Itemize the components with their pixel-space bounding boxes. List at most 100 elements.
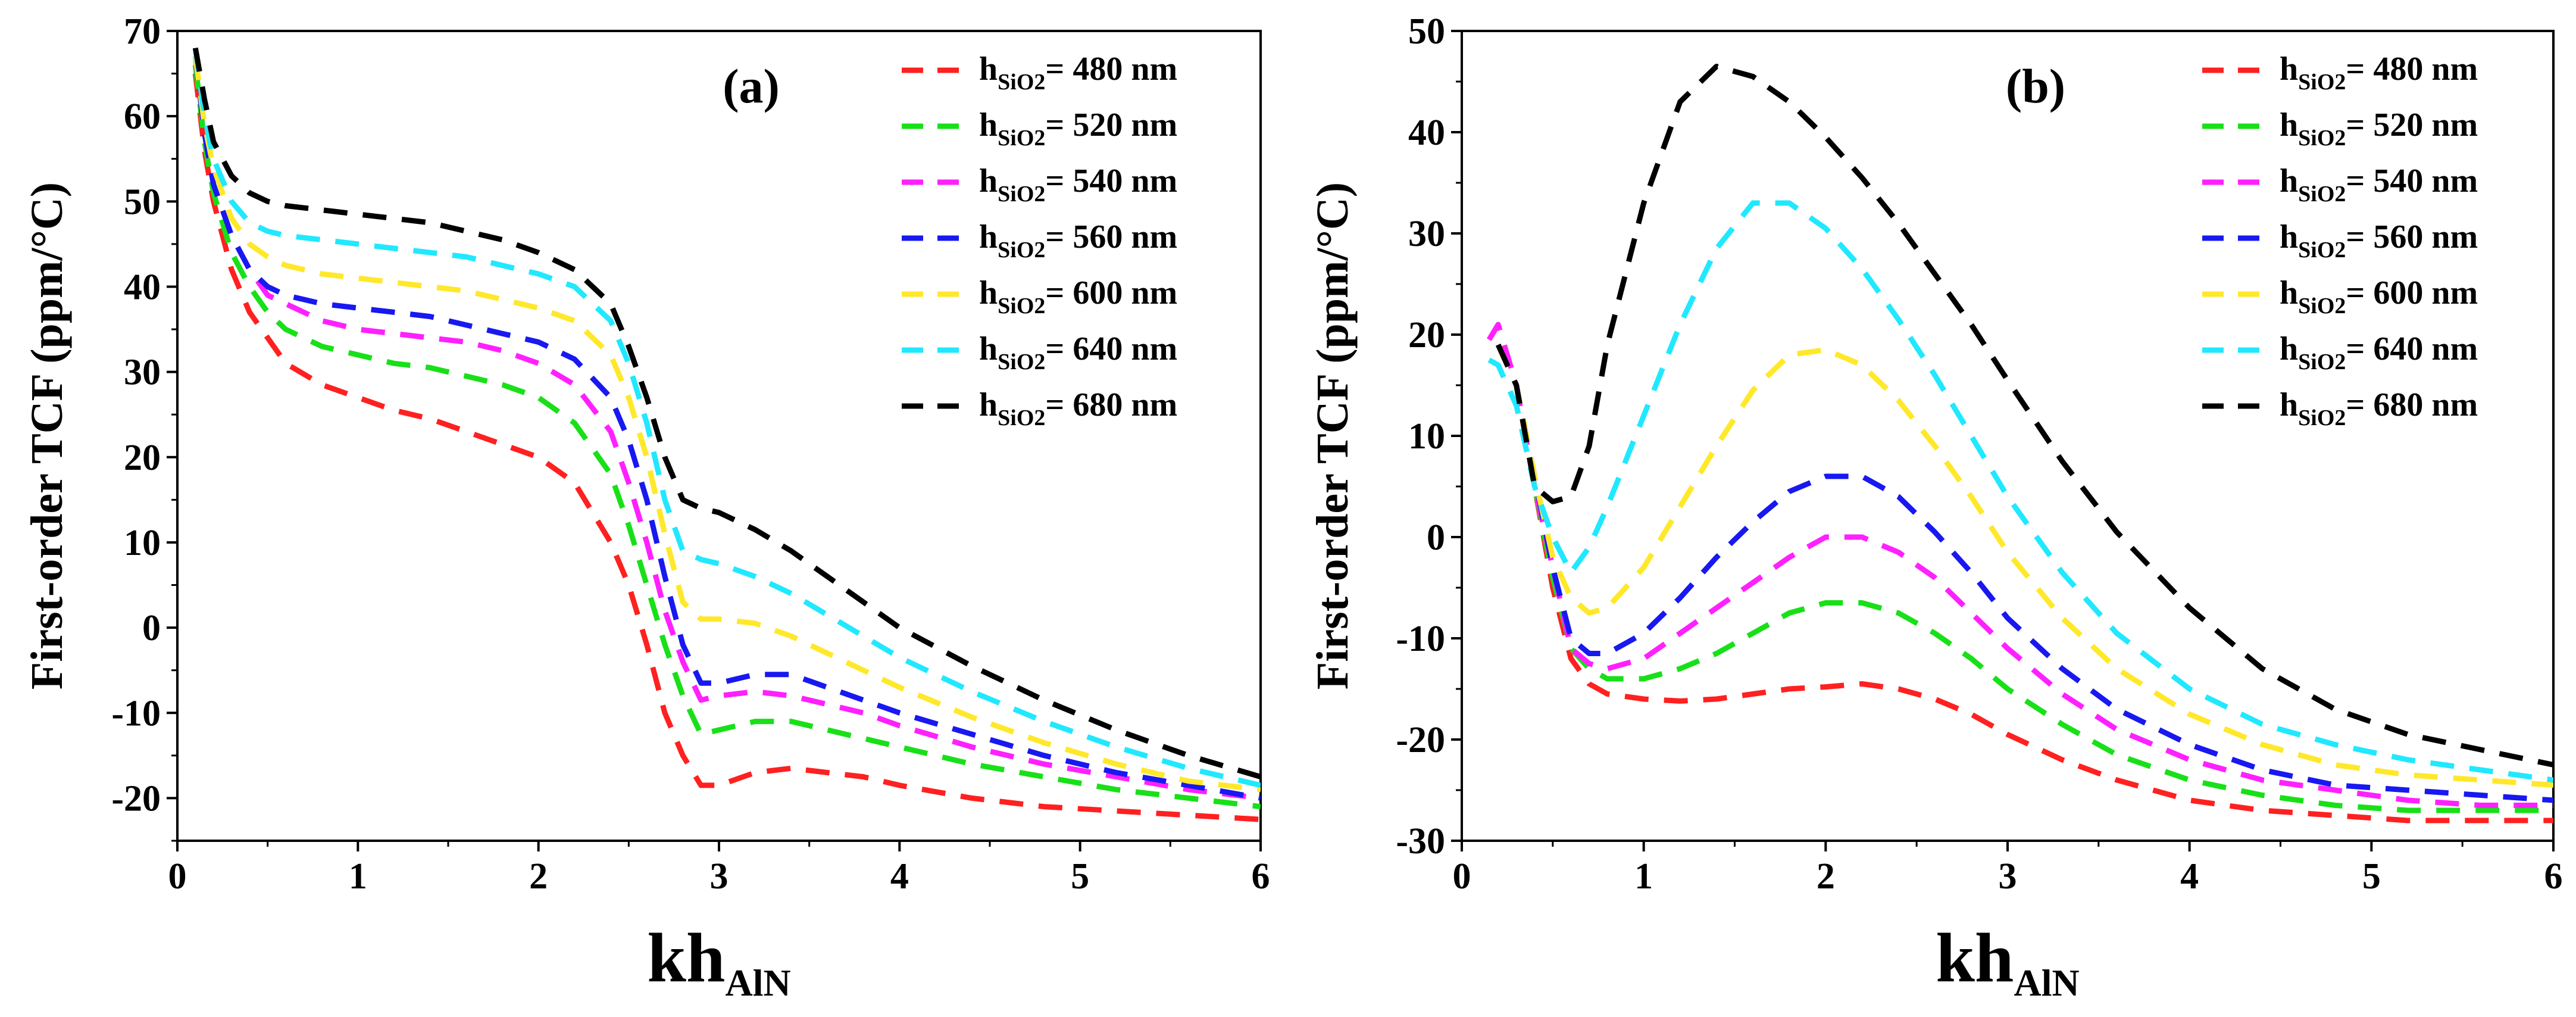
legend-entry-main: h bbox=[979, 219, 998, 255]
series-group bbox=[192, 47, 1261, 822]
legend-entry-main: h bbox=[979, 330, 998, 367]
legend-entry-value: = 520 nm bbox=[1045, 107, 1177, 143]
legend-entry-sub: SiO2 bbox=[998, 238, 1045, 263]
series-line-6 bbox=[192, 47, 1261, 779]
legend-entry-main: h bbox=[979, 274, 998, 311]
x-axis-label: khAlN bbox=[647, 919, 790, 1004]
legend-entry-sub: SiO2 bbox=[998, 405, 1045, 430]
legend-entry-sub: SiO2 bbox=[2298, 294, 2346, 319]
legend-entry-value: = 560 nm bbox=[1045, 219, 1177, 255]
legend-entry-value: = 540 nm bbox=[2346, 163, 2478, 199]
panel-label: (b) bbox=[2006, 59, 2065, 113]
legend-entry: hSiO2= 680 nm bbox=[979, 386, 1177, 430]
legend-entry-value: = 540 nm bbox=[1045, 163, 1177, 199]
x-tick-label: 5 bbox=[2362, 856, 2381, 897]
legend-entry: hSiO2= 680 nm bbox=[2280, 386, 2478, 430]
y-tick-label: 30 bbox=[1408, 214, 1445, 254]
series-line-5 bbox=[1487, 200, 2553, 783]
legend-entry-value: = 680 nm bbox=[1045, 386, 1177, 423]
legend-entry-main: h bbox=[2280, 386, 2298, 423]
x-tick-label: 3 bbox=[1999, 856, 2017, 897]
y-tick-label: 20 bbox=[124, 438, 161, 478]
y-axis-label: First-order TCF (ppm/°C) bbox=[22, 182, 72, 690]
x-axis-label-main: kh bbox=[647, 919, 725, 997]
x-axis-label-sub: AlN bbox=[726, 962, 791, 1004]
legend-entry-sub: SiO2 bbox=[998, 70, 1045, 95]
y-tick-label: 0 bbox=[142, 608, 161, 648]
y-tick-label: -10 bbox=[1396, 619, 1445, 659]
legend-entry: hSiO2= 640 nm bbox=[979, 330, 1177, 375]
legend-entry-value: = 600 nm bbox=[1045, 274, 1177, 311]
y-tick-label: 50 bbox=[124, 182, 161, 222]
y-axis-label: First-order TCF (ppm/°C) bbox=[1308, 182, 1358, 690]
series-line-4 bbox=[192, 56, 1261, 793]
legend-entry-value: = 560 nm bbox=[2346, 219, 2478, 255]
y-tick-label: -20 bbox=[111, 778, 161, 819]
chart-panel-a: 0 1 2 3 4 5 6 -20 -10 0 10 20 30 40 50 60 70 First-order … bbox=[22, 11, 1270, 1004]
legend-entry: hSiO2= 600 nm bbox=[2280, 274, 2478, 319]
legend-entry-sub: SiO2 bbox=[2298, 182, 2346, 207]
y-tick-label: 10 bbox=[1408, 416, 1445, 457]
legend-entry: hSiO2= 540 nm bbox=[979, 163, 1177, 207]
legend-entry: hSiO2= 540 nm bbox=[2280, 163, 2478, 207]
series-line-5 bbox=[192, 48, 1261, 788]
y-tick-label: 30 bbox=[124, 352, 161, 393]
x-tick-label: 6 bbox=[1252, 856, 1270, 897]
legend-entry-sub: SiO2 bbox=[998, 126, 1045, 151]
x-tick-label: 4 bbox=[2180, 856, 2199, 897]
x-tick-label: 5 bbox=[1071, 856, 1089, 897]
y-tick-label: 0 bbox=[1427, 517, 1445, 558]
series-line-4 bbox=[1495, 344, 2553, 788]
x-tick-label: 1 bbox=[349, 856, 367, 897]
series-group bbox=[1486, 64, 2553, 823]
legend-entry: hSiO2= 480 nm bbox=[979, 51, 1177, 95]
y-tick-label: -10 bbox=[111, 693, 161, 734]
series-line-3 bbox=[192, 56, 1261, 801]
legend-entry-value: = 680 nm bbox=[2346, 386, 2478, 423]
series-line-3 bbox=[1495, 344, 2553, 803]
plot-frame bbox=[1461, 30, 2555, 842]
x-axis-label: khAlN bbox=[1936, 919, 2079, 1004]
legend-entry-main: h bbox=[979, 107, 998, 143]
legend-entry-main: h bbox=[2280, 51, 2298, 88]
legend-entry-sub: SiO2 bbox=[2298, 126, 2346, 151]
legend-entry-main: h bbox=[979, 51, 998, 88]
legend-entry-main: h bbox=[2280, 219, 2298, 255]
legend-entry-value: = 520 nm bbox=[2346, 107, 2478, 143]
legend-entry: hSiO2= 520 nm bbox=[2280, 107, 2478, 151]
legend-entry-sub: SiO2 bbox=[2298, 70, 2346, 95]
legend-entry-main: h bbox=[2280, 330, 2298, 367]
legend-entry-sub: SiO2 bbox=[2298, 350, 2346, 375]
series-line-6 bbox=[1495, 64, 2553, 768]
series-line-1 bbox=[192, 64, 1261, 810]
plot-frame bbox=[176, 30, 1262, 842]
x-tick-label: 2 bbox=[1817, 856, 1835, 897]
legend-entry-sub: SiO2 bbox=[2298, 405, 2346, 430]
legend-entry-value: = 640 nm bbox=[2346, 330, 2478, 367]
x-tick-label: 2 bbox=[529, 856, 548, 897]
y-tick-label: 10 bbox=[124, 523, 161, 563]
x-tick-label: 0 bbox=[1453, 856, 1471, 897]
legend-entry-main: h bbox=[2280, 107, 2298, 143]
y-tick-label: -30 bbox=[1396, 821, 1445, 862]
legend-entry: hSiO2= 480 nm bbox=[2280, 51, 2478, 95]
x-tick-label: 3 bbox=[710, 856, 729, 897]
legend-entry-sub: SiO2 bbox=[998, 294, 1045, 319]
y-tick-label: 20 bbox=[1408, 315, 1445, 355]
legend-entry-sub: SiO2 bbox=[2298, 238, 2346, 263]
legend-entry: hSiO2= 520 nm bbox=[979, 107, 1177, 151]
y-tick-label: 70 bbox=[124, 11, 161, 52]
legend-entry: hSiO2= 600 nm bbox=[979, 274, 1177, 319]
legend-entry-main: h bbox=[979, 163, 998, 199]
chart-panel-b: 0 1 2 3 4 5 6 -30 -20 -10 0 10 20 30 40 50 First-order T… bbox=[1308, 11, 2563, 1004]
legend-entry-main: h bbox=[2280, 163, 2298, 199]
panel-label: (a) bbox=[723, 59, 780, 113]
x-axis-label-main: kh bbox=[1936, 919, 2014, 997]
x-tick-label: 0 bbox=[168, 856, 187, 897]
legend-entry-value: = 480 nm bbox=[2346, 51, 2478, 88]
legend-entry: hSiO2= 640 nm bbox=[2280, 330, 2478, 375]
y-tick-label: 50 bbox=[1408, 11, 1445, 52]
